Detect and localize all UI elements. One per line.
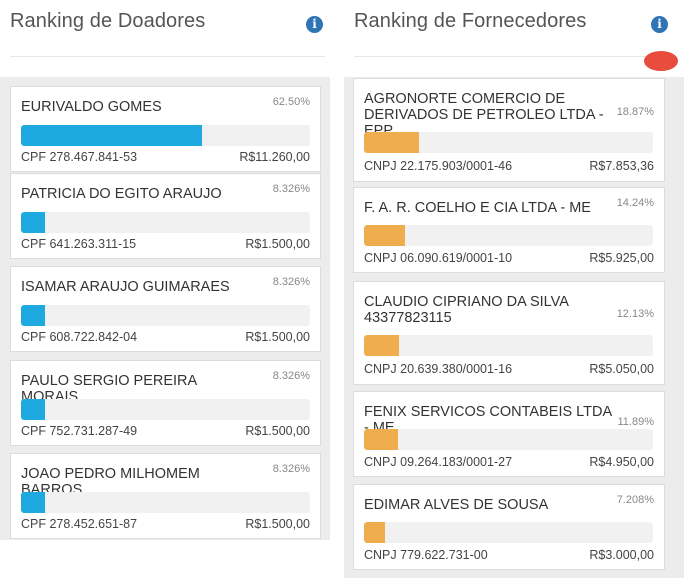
donor-card[interactable]: PATRICIA DO EGITO ARAUJO 8.326% CPF 641.… [10, 173, 321, 259]
donor-bar-fill [21, 125, 202, 146]
donor-pct: 8.326% [272, 276, 310, 288]
donor-name: EURIVALDO GOMES [21, 99, 162, 115]
fornecedores-column: Ranking de Fornecedores i AGRONORTE COME… [344, 0, 700, 578]
supplier-bar-fill [364, 225, 406, 246]
supplier-name: F. A. R. COELHO E CIA LTDA - ME [364, 200, 591, 216]
donor-bar-fill [21, 212, 46, 233]
supplier-bar [364, 429, 653, 450]
supplier-card[interactable]: FENIX SERVICOS CONTABEIS LTDA - ME 11.89… [353, 391, 665, 477]
supplier-bar [364, 335, 653, 356]
info-icon[interactable]: i [306, 16, 323, 33]
supplier-card[interactable]: CLAUDIO CIPRIANO DA SILVA 43377823115 12… [353, 281, 665, 385]
fornecedores-title: Ranking de Fornecedores [354, 10, 587, 32]
donor-bar [21, 305, 310, 326]
supplier-card[interactable]: F. A. R. COELHO E CIA LTDA - ME 14.24% C… [353, 187, 665, 273]
donor-pct: 8.326% [272, 370, 310, 382]
donor-pct: 8.326% [272, 463, 310, 475]
supplier-amount: R$5.050,00 [589, 362, 654, 376]
donor-name: ISAMAR ARAUJO GUIMARAES [21, 279, 230, 295]
donor-document: CPF 278.452.651-87 [21, 517, 138, 531]
donor-card[interactable]: JOAO PEDRO MILHOMEM BARROS 8.326% CPF 27… [10, 453, 321, 539]
donor-bar-fill [21, 492, 46, 513]
supplier-document: CNPJ 06.090.619/0001-10 [364, 251, 513, 265]
donor-document: CPF 641.263.311-15 [21, 237, 137, 251]
donor-name: PATRICIA DO EGITO ARAUJO [21, 186, 222, 202]
supplier-pct: 14.24% [616, 197, 654, 209]
donor-bar [21, 125, 310, 146]
donor-document: CPF 608.722.842-04 [21, 330, 138, 344]
supplier-bar-fill [364, 522, 385, 543]
supplier-pct: 11.89% [617, 416, 655, 428]
supplier-amount: R$4.950,00 [589, 455, 654, 469]
donor-amount: R$1.500,00 [245, 424, 310, 438]
supplier-bar [364, 522, 653, 543]
supplier-name: EDIMAR ALVES DE SOUSA [364, 497, 549, 513]
fornecedores-header: Ranking de Fornecedores i [354, 0, 670, 57]
supplier-bar [364, 132, 653, 153]
supplier-amount: R$5.925,00 [589, 251, 654, 265]
supplier-pct: 7.208% [616, 494, 654, 506]
donor-amount: R$11.260,00 [239, 150, 310, 164]
supplier-bar-fill [364, 429, 399, 450]
donor-amount: R$1.500,00 [245, 237, 310, 251]
donor-amount: R$1.500,00 [245, 517, 310, 531]
supplier-bar-fill [364, 132, 419, 153]
supplier-document: CNPJ 22.175.903/0001-46 [364, 159, 513, 173]
floating-action-button[interactable] [644, 51, 678, 71]
supplier-document: CNPJ 779.622.731-00 [364, 548, 488, 562]
supplier-bar-fill [364, 335, 400, 356]
donor-bar [21, 399, 310, 420]
info-icon[interactable]: i [651, 16, 668, 33]
donor-card[interactable]: EURIVALDO GOMES 62.50% CPF 278.467.841-5… [10, 86, 321, 172]
donor-bar-fill [21, 305, 46, 326]
supplier-document: CNPJ 09.264.183/0001-27 [364, 455, 513, 469]
doadores-title: Ranking de Doadores [10, 10, 206, 32]
doadores-panel: EURIVALDO GOMES 62.50% CPF 278.467.841-5… [0, 77, 330, 540]
fornecedores-panel: AGRONORTE COMERCIO DE DERIVADOS DE PETRO… [344, 77, 684, 578]
donor-amount: R$1.500,00 [245, 330, 310, 344]
doadores-header: Ranking de Doadores i [10, 0, 325, 57]
doadores-column: Ranking de Doadores i EURIVALDO GOMES 62… [0, 0, 330, 540]
donor-document: CPF 752.731.287-49 [21, 424, 138, 438]
donor-pct: 8.326% [272, 183, 310, 195]
supplier-card[interactable]: EDIMAR ALVES DE SOUSA 7.208% CNPJ 779.62… [353, 484, 665, 570]
supplier-pct: 18.87% [616, 106, 654, 118]
donor-bar [21, 492, 310, 513]
supplier-amount: R$7.853,36 [589, 159, 654, 173]
supplier-bar [364, 225, 653, 246]
donor-document: CPF 278.467.841-53 [21, 150, 138, 164]
supplier-name: CLAUDIO CIPRIANO DA SILVA 43377823115 [364, 294, 569, 326]
supplier-amount: R$3.000,00 [589, 548, 654, 562]
donor-bar [21, 212, 310, 233]
supplier-pct: 12.13% [616, 308, 654, 320]
supplier-document: CNPJ 20.639.380/0001-16 [364, 362, 513, 376]
supplier-card[interactable]: AGRONORTE COMERCIO DE DERIVADOS DE PETRO… [353, 78, 665, 182]
donor-card[interactable]: ISAMAR ARAUJO GUIMARAES 8.326% CPF 608.7… [10, 266, 321, 352]
donor-bar-fill [21, 399, 46, 420]
donor-pct: 62.50% [272, 96, 310, 108]
donor-card[interactable]: PAULO SERGIO PEREIRA MORAIS 8.326% CPF 7… [10, 360, 321, 446]
